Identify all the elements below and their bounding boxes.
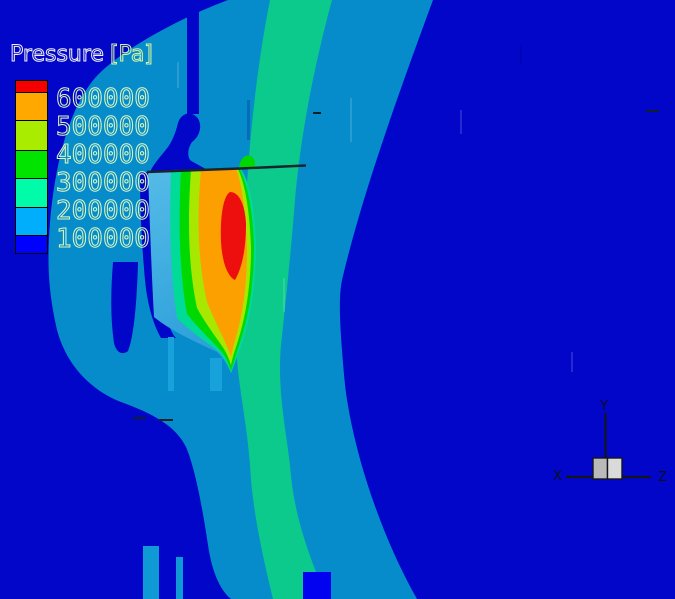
cyan-reflection bbox=[210, 358, 222, 391]
blade-pressure-contours bbox=[146, 155, 307, 373]
legend-swatch bbox=[16, 151, 47, 179]
legend-colorbar bbox=[15, 80, 48, 254]
legend-swatch bbox=[16, 121, 47, 151]
cyan-reflection bbox=[176, 557, 183, 599]
legend-swatch bbox=[16, 208, 47, 236]
legend-value: 600000 bbox=[56, 84, 151, 114]
blade-tip-edge-line bbox=[146, 164, 307, 174]
legend-value: 100000 bbox=[56, 224, 151, 254]
dark-blob-left-of-blade bbox=[150, 113, 207, 172]
axis-triad: Y X Z bbox=[553, 399, 667, 485]
legend-value: 200000 bbox=[56, 196, 151, 226]
legend-swatch bbox=[16, 179, 47, 208]
edge-dashes bbox=[133, 110, 659, 421]
y-axis-label: Y bbox=[599, 399, 608, 414]
legend-title-unit: [Pa] bbox=[109, 42, 153, 68]
origin-cube-right-face bbox=[606, 457, 623, 480]
dark-hook-lower-left bbox=[111, 262, 138, 354]
legend-value: 500000 bbox=[56, 112, 151, 142]
dark-stripe-top bbox=[187, 0, 199, 114]
contour-band-200-300k bbox=[236, 0, 332, 599]
bright-blue-patch bbox=[303, 572, 331, 599]
legend-swatch bbox=[16, 93, 47, 121]
blade-peak-red-core bbox=[220, 192, 246, 280]
origin-cube-left-face bbox=[592, 457, 609, 480]
x-axis-label: X bbox=[553, 469, 562, 484]
mesh-streaks-dark bbox=[247, 45, 522, 140]
legend-swatch bbox=[16, 236, 47, 253]
legend-title: Pressure [Pa] bbox=[10, 42, 154, 68]
legend-title-variable: Pressure bbox=[10, 42, 105, 68]
z-axis-label: Z bbox=[658, 470, 667, 485]
cyan-reflection bbox=[143, 546, 159, 599]
legend-swatch bbox=[16, 81, 47, 93]
legend-value: 400000 bbox=[56, 140, 151, 170]
cyan-reflection bbox=[168, 337, 174, 391]
legend-labels: 600000 500000 400000 300000 200000 100000 bbox=[56, 0, 166, 280]
green-bump-top-corner bbox=[239, 155, 255, 169]
mesh-streaks-light bbox=[177, 62, 573, 372]
dark-column-left-of-blade bbox=[140, 172, 176, 338]
legend-value: 300000 bbox=[56, 168, 151, 198]
